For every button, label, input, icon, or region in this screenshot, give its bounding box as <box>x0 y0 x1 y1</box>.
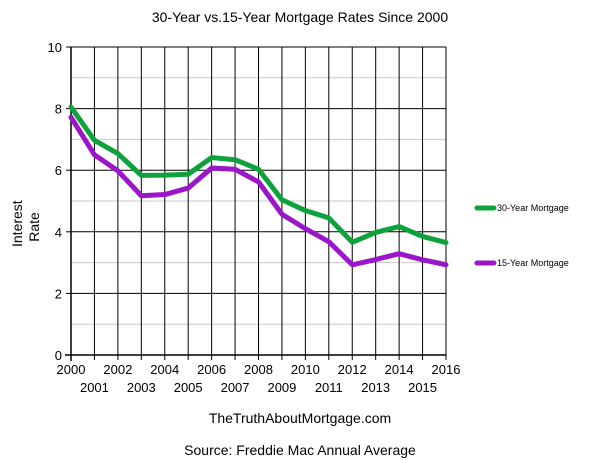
x-tick-label: 2012 <box>338 362 367 377</box>
x-tick-label: 2016 <box>432 362 461 377</box>
x-tick-label: 2008 <box>244 362 273 377</box>
x-tick-label: 2010 <box>291 362 320 377</box>
x-tick-label: 2013 <box>361 380 390 395</box>
series-line-1 <box>68 104 449 246</box>
x-tick-label: 2000 <box>57 362 86 377</box>
x-tick-label: 2004 <box>150 362 179 377</box>
y-tick-label: 4 <box>55 225 62 240</box>
legend-label-1: 30-Year Mortgage <box>497 203 569 213</box>
y-tick-label: 8 <box>55 102 62 117</box>
x-tick-label: 2009 <box>267 380 296 395</box>
x-tick-label: 2006 <box>197 362 226 377</box>
watermark-text: TheTruthAboutMortgage.com <box>208 410 392 426</box>
x-tick-label: 2001 <box>80 380 109 395</box>
y-tick-label: 10 <box>48 40 62 55</box>
legend-label-2: 15-Year Mortgage <box>497 258 569 268</box>
x-tick-label: 2007 <box>221 380 250 395</box>
x-tick-label: 2011 <box>315 380 343 395</box>
y-tick-label: 2 <box>55 286 62 301</box>
x-tick-labels: 2000 2002 2004 2006 2008 2010 2012 2014 2016 2001… <box>57 362 461 395</box>
x-tick-label: 2015 <box>408 380 437 395</box>
x-tick-label: 2003 <box>127 380 156 395</box>
y-tick-label: 6 <box>55 163 62 178</box>
chart-title: 30-Year vs.15-Year Mortgage Rates Since … <box>151 9 449 25</box>
series-line-2 <box>68 114 449 268</box>
source-note: Source: Freddie Mac Annual Average <box>184 442 416 458</box>
axes <box>65 46 447 361</box>
x-tick-label: 2002 <box>103 362 132 377</box>
series-lines <box>68 104 449 268</box>
legend: 30-Year Mortgage 15-Year Mortgage <box>474 203 569 268</box>
y-tick-label: 0 <box>55 348 62 363</box>
x-tick-label: 2014 <box>385 362 414 377</box>
y-tick-labels: 0 2 4 6 8 10 <box>48 40 62 363</box>
x-tick-label: 2005 <box>174 380 203 395</box>
